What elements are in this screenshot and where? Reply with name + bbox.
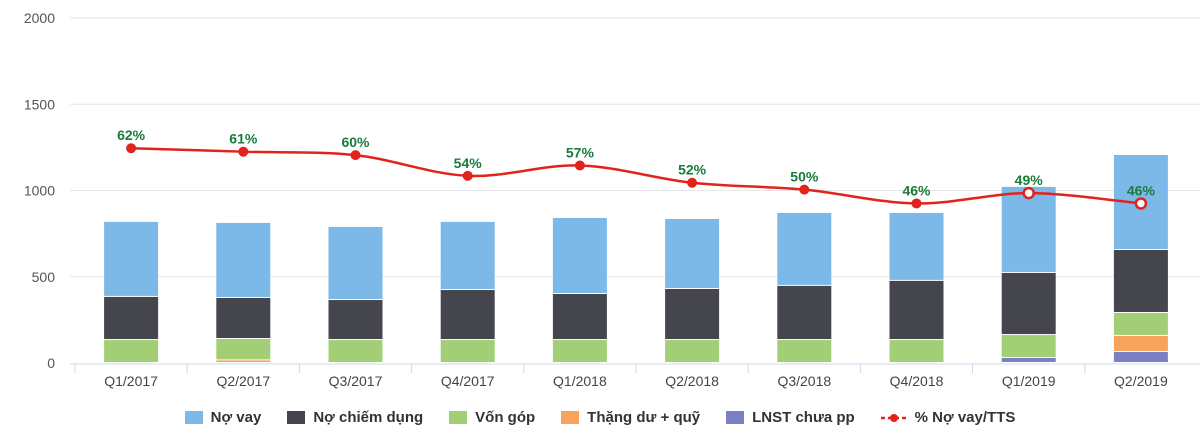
x-tick-label: Q4/2018 (890, 373, 944, 389)
bar-segment (440, 221, 495, 290)
bar-segment (1001, 335, 1056, 357)
legend-item[interactable]: LNST chưa pp (726, 409, 855, 426)
bar-segment (1001, 357, 1056, 362)
bar-segment (552, 294, 607, 340)
data-label: 62% (117, 127, 146, 143)
data-label: 57% (566, 144, 595, 160)
x-tick-label: Q1/2018 (553, 373, 607, 389)
line-point (238, 146, 249, 157)
bar-segment (1001, 186, 1056, 272)
bar-segment (328, 300, 383, 340)
bar-segment (1001, 272, 1056, 335)
legend-label: % Nợ vay/TTS (914, 409, 1016, 426)
bar-segment (1113, 351, 1168, 362)
bar-segment (104, 221, 159, 296)
x-tick-label: Q1/2017 (104, 373, 158, 389)
bar-segment (777, 212, 832, 285)
bar-segment (328, 226, 383, 300)
bar-segment (216, 222, 271, 297)
legend-swatch (184, 411, 203, 424)
bar-segment (665, 288, 720, 340)
x-tick-label: Q3/2017 (329, 373, 383, 389)
bar-segment (328, 340, 383, 362)
legend-label: Thặng dư + quỹ (587, 409, 701, 426)
bar-segment (216, 360, 271, 362)
legend-item[interactable]: Thặng dư + quỹ (561, 409, 700, 426)
legend: Nợ vay Nợ chiếm dụng Vốn góp Thặng dư + quỹ… (0, 409, 1200, 426)
line-point (687, 177, 698, 188)
bar-segment (665, 340, 720, 362)
bar-segment (889, 340, 944, 362)
legend-label: Nợ chiếm dụng (313, 409, 424, 426)
x-tick-label: Q3/2018 (777, 373, 831, 389)
legend-swatch (880, 413, 907, 422)
data-label: 61% (229, 131, 258, 147)
data-label: 60% (341, 134, 370, 150)
bar-segment (552, 340, 607, 362)
data-label: 54% (454, 155, 483, 171)
x-tick-label: Q2/2017 (216, 373, 270, 389)
legend-item[interactable]: Vốn góp (449, 409, 535, 426)
legend-label: Nợ vay (210, 409, 262, 426)
legend-swatch (726, 411, 745, 424)
bar-segment (665, 218, 720, 288)
line-point (799, 184, 810, 195)
x-tick-label: Q4/2017 (441, 373, 495, 389)
data-label: 49% (1015, 172, 1044, 188)
line-point (1022, 186, 1035, 200)
y-tick-label: 500 (32, 269, 56, 285)
bar-segment (1113, 250, 1168, 312)
legend-label: LNST chưa pp (752, 409, 855, 426)
legend-swatch (561, 411, 580, 424)
legend-swatch (287, 411, 306, 424)
data-label: 52% (678, 162, 707, 178)
bar-segment (440, 290, 495, 340)
bar-segment (440, 340, 495, 362)
x-tick-label: Q2/2018 (665, 373, 719, 389)
line-point (911, 198, 922, 209)
line-point (1134, 197, 1148, 210)
data-label: 46% (902, 182, 931, 198)
bar-segment (777, 285, 832, 340)
bar-segment (104, 296, 159, 340)
line-point (350, 150, 361, 161)
bar-segment (889, 212, 944, 280)
bar-segment (1113, 312, 1168, 335)
bar-segment (104, 340, 159, 362)
legend-label: Vốn góp (475, 409, 536, 426)
legend-swatch (449, 411, 468, 424)
line-point (126, 143, 137, 154)
line-point (574, 160, 585, 171)
legend-item[interactable]: Nợ vay (184, 409, 262, 426)
bar-segment (777, 340, 832, 362)
legend-item[interactable]: % Nợ vay/TTS (880, 409, 1016, 426)
legend-item[interactable]: Nợ chiếm dụng (287, 409, 423, 426)
line-series (131, 146, 1142, 205)
bar-segment (889, 280, 944, 340)
x-tick-label: Q2/2019 (1114, 373, 1168, 389)
x-tick-label: Q1/2019 (1002, 373, 1056, 389)
data-label: 46% (1127, 182, 1156, 198)
y-tick-label: 1000 (24, 183, 55, 199)
line-point (462, 170, 473, 181)
y-tick-label: 0 (47, 355, 55, 371)
bar-segment (552, 217, 607, 293)
bar-segment (216, 297, 271, 339)
y-tick-label: 1500 (24, 96, 55, 112)
bar-segment (216, 339, 271, 360)
data-label: 50% (790, 169, 819, 185)
y-tick-label: 2000 (24, 10, 55, 26)
bar-segment (1113, 335, 1168, 351)
